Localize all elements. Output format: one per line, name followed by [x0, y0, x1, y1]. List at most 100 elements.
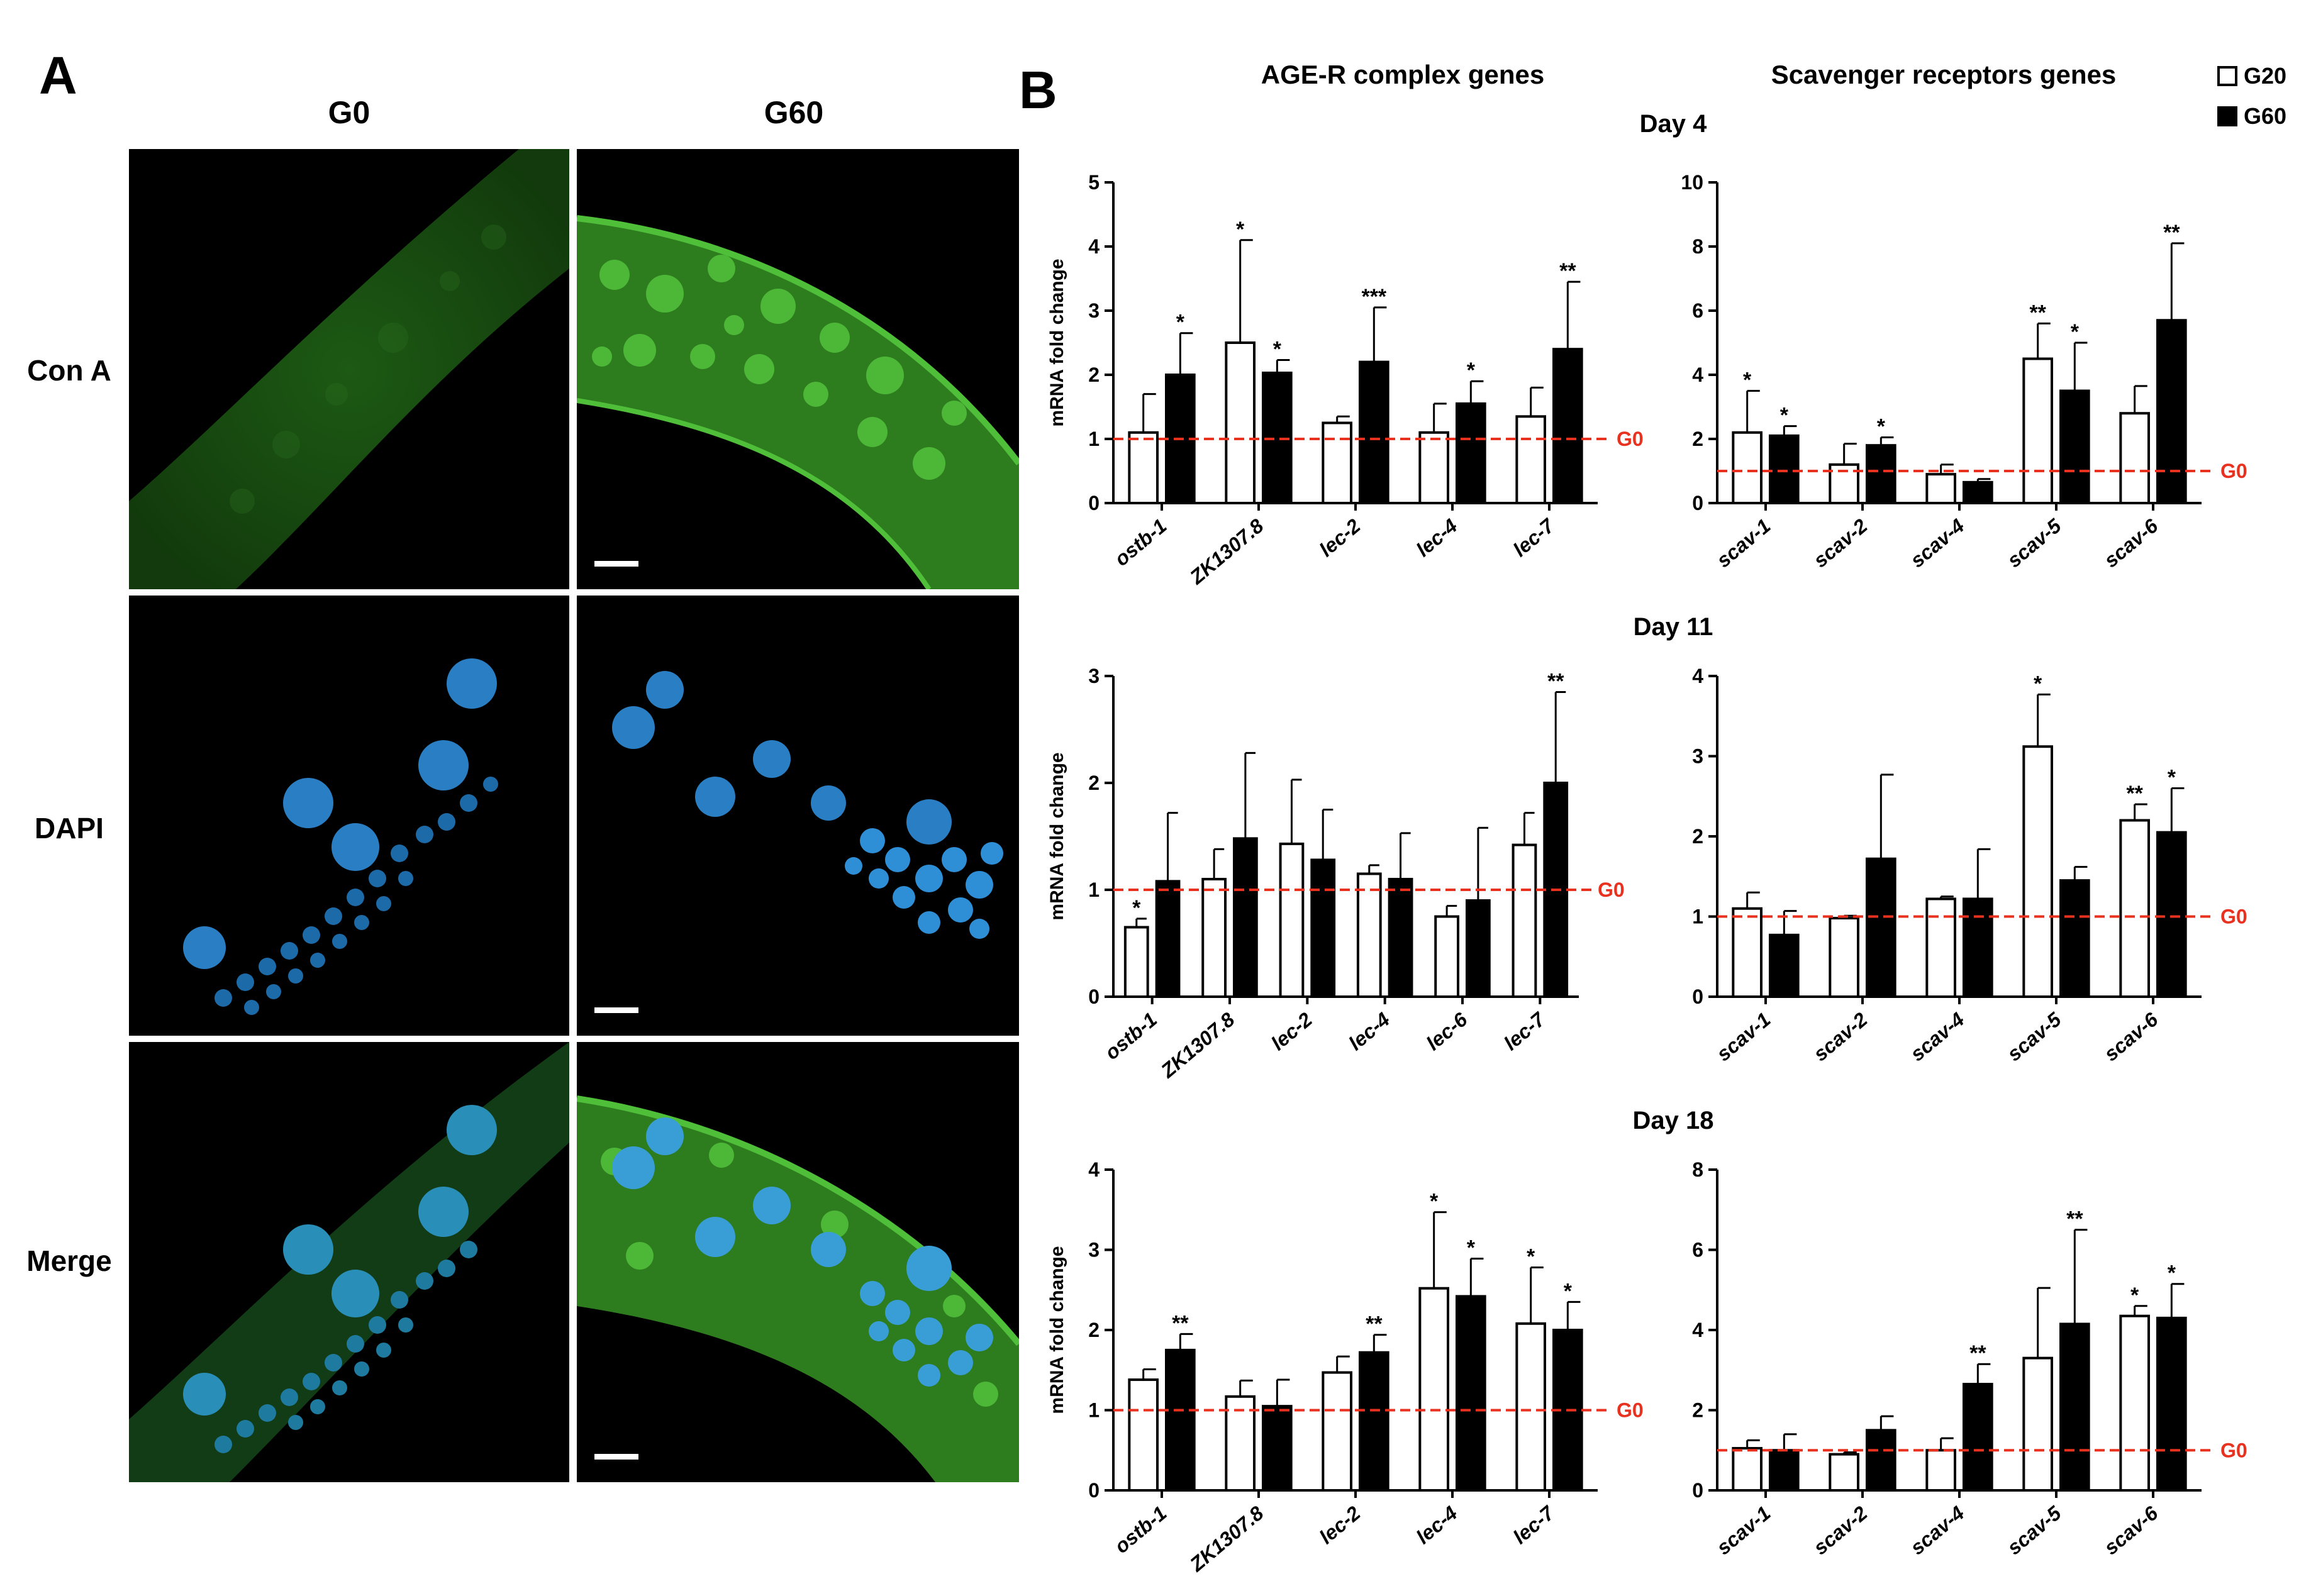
x-tick-label: ostb-1: [1100, 1008, 1161, 1064]
significance-label: *: [1527, 1245, 1535, 1269]
bar-g60: [1233, 837, 1258, 998]
bar-g60: [1155, 880, 1181, 998]
x-tick-label: lec-2: [1315, 1502, 1364, 1549]
y-tick-label: 0: [1088, 492, 1100, 514]
significance-label: **: [1172, 1311, 1189, 1335]
legend-label-g60: G60: [2244, 103, 2287, 129]
reference-label-g0: G0: [2220, 1439, 2247, 1461]
reference-label-g0: G0: [2220, 460, 2247, 482]
bar-g20: [2022, 357, 2054, 504]
legend-label-g20: G20: [2244, 63, 2287, 89]
column-header-g0: G0: [328, 95, 370, 130]
bar-g60: [1466, 899, 1491, 998]
x-tick-label: lec-2: [1315, 514, 1364, 562]
x-tick-label: scav-6: [2100, 1502, 2163, 1560]
column-header-g60: G60: [764, 95, 824, 130]
micrograph-merge-g0: [129, 1042, 569, 1482]
y-tick-label: 3: [1692, 745, 1703, 768]
y-tick-label: 1: [1088, 1399, 1100, 1422]
x-tick-label: scav-6: [2100, 1008, 2163, 1066]
bar-g60: [1866, 444, 1896, 505]
section-title-age-r: AGE-R complex genes: [1261, 60, 1545, 89]
bar-g60: [1866, 1429, 1896, 1492]
micrograph-grid: [129, 149, 1019, 1482]
bar-g60: [2059, 1322, 2090, 1492]
x-tick-label: lec-2: [1267, 1008, 1317, 1055]
significance-label: *: [1176, 311, 1185, 335]
bar-g20: [1829, 1453, 1859, 1492]
y-tick-label: 3: [1088, 1239, 1100, 1261]
panel-a-letter: A: [39, 46, 77, 105]
bar-g60: [1388, 878, 1413, 998]
bar-g60: [2156, 1316, 2187, 1492]
y-tick-label: 10: [1681, 171, 1703, 194]
significance-label: **: [1969, 1341, 1986, 1365]
x-tick-label: ZK1307.8: [1185, 514, 1268, 589]
bar-g20: [1201, 878, 1227, 998]
significance-label: **: [1559, 259, 1576, 283]
micrograph-dapi-g0: [129, 596, 569, 1036]
significance-label: **: [2066, 1207, 2083, 1231]
significance-label: *: [1467, 1236, 1476, 1260]
y-tick-label: 4: [1692, 363, 1703, 386]
bar-g20: [2119, 1314, 2151, 1492]
bar-g60: [2059, 389, 2090, 504]
bar-g60: [1359, 360, 1389, 504]
y-axis-label: mRNA fold change: [1047, 752, 1067, 920]
y-tick-label: 0: [1692, 1479, 1703, 1502]
y-tick-label: 0: [1088, 1479, 1100, 1502]
bar-g20: [1515, 415, 1547, 504]
y-tick-label: 2: [1692, 428, 1703, 450]
bar-g20: [1418, 431, 1450, 504]
bar-g20: [2022, 1356, 2054, 1492]
x-tick-label: scav-6: [2100, 514, 2163, 572]
bar-g20: [2119, 412, 2151, 505]
bar-g20: [1322, 421, 1352, 504]
legend-swatch-g60: [2217, 106, 2237, 126]
section-title-scavenger: Scavenger receptors genes: [1771, 60, 2117, 89]
significance-label: *: [2168, 766, 2176, 790]
day-title-4: Day 4: [1639, 110, 1707, 138]
row-label-cona: Con A: [27, 354, 111, 387]
bar-g20: [1925, 1449, 1956, 1492]
bar-g20: [2119, 819, 2151, 998]
bar-g60: [1165, 1348, 1196, 1492]
y-axis-label: mRNA fold change: [1047, 258, 1067, 426]
bar-g20: [1732, 907, 1762, 998]
bar-g60: [1552, 348, 1583, 505]
bar-g20: [1128, 1378, 1159, 1492]
x-tick-label: scav-4: [1906, 1008, 1969, 1066]
y-tick-label: 4: [1692, 665, 1703, 687]
x-tick-label: scav-1: [1712, 514, 1774, 572]
y-tick-label: 1: [1088, 878, 1100, 901]
bar-g60: [1963, 480, 1993, 505]
legend-item-g60: G60: [2217, 103, 2286, 130]
legend-item-g20: G20: [2217, 63, 2286, 89]
y-tick-label: 4: [1088, 235, 1100, 258]
panel-b-letter: B: [1019, 60, 1057, 119]
bar-g60: [1769, 933, 1800, 999]
significance-label: *: [2168, 1261, 2176, 1285]
y-tick-label: 6: [1692, 299, 1703, 322]
x-tick-label: scav-2: [1809, 1008, 1872, 1066]
x-tick-label: scav-4: [1906, 1502, 1969, 1560]
y-tick-label: 3: [1088, 665, 1100, 687]
bar-g20: [1356, 872, 1382, 998]
x-tick-label: scav-5: [2003, 1501, 2066, 1559]
reference-label-g0: G0: [2220, 906, 2247, 928]
reference-label-g0: G0: [1598, 878, 1625, 901]
row-label-dapi: DAPI: [35, 812, 104, 845]
bar-g20: [1925, 473, 1956, 505]
scale-bar: [594, 1007, 638, 1013]
bar-g60: [1963, 897, 1993, 999]
day-title-18: Day 18: [1632, 1107, 1714, 1134]
day-title-11: Day 11: [1633, 613, 1713, 641]
y-tick-label: 4: [1692, 1319, 1703, 1341]
significance-label: *: [2071, 320, 2080, 344]
y-tick-label: 6: [1692, 1239, 1703, 1261]
x-tick-label: lec-4: [1412, 1502, 1461, 1549]
